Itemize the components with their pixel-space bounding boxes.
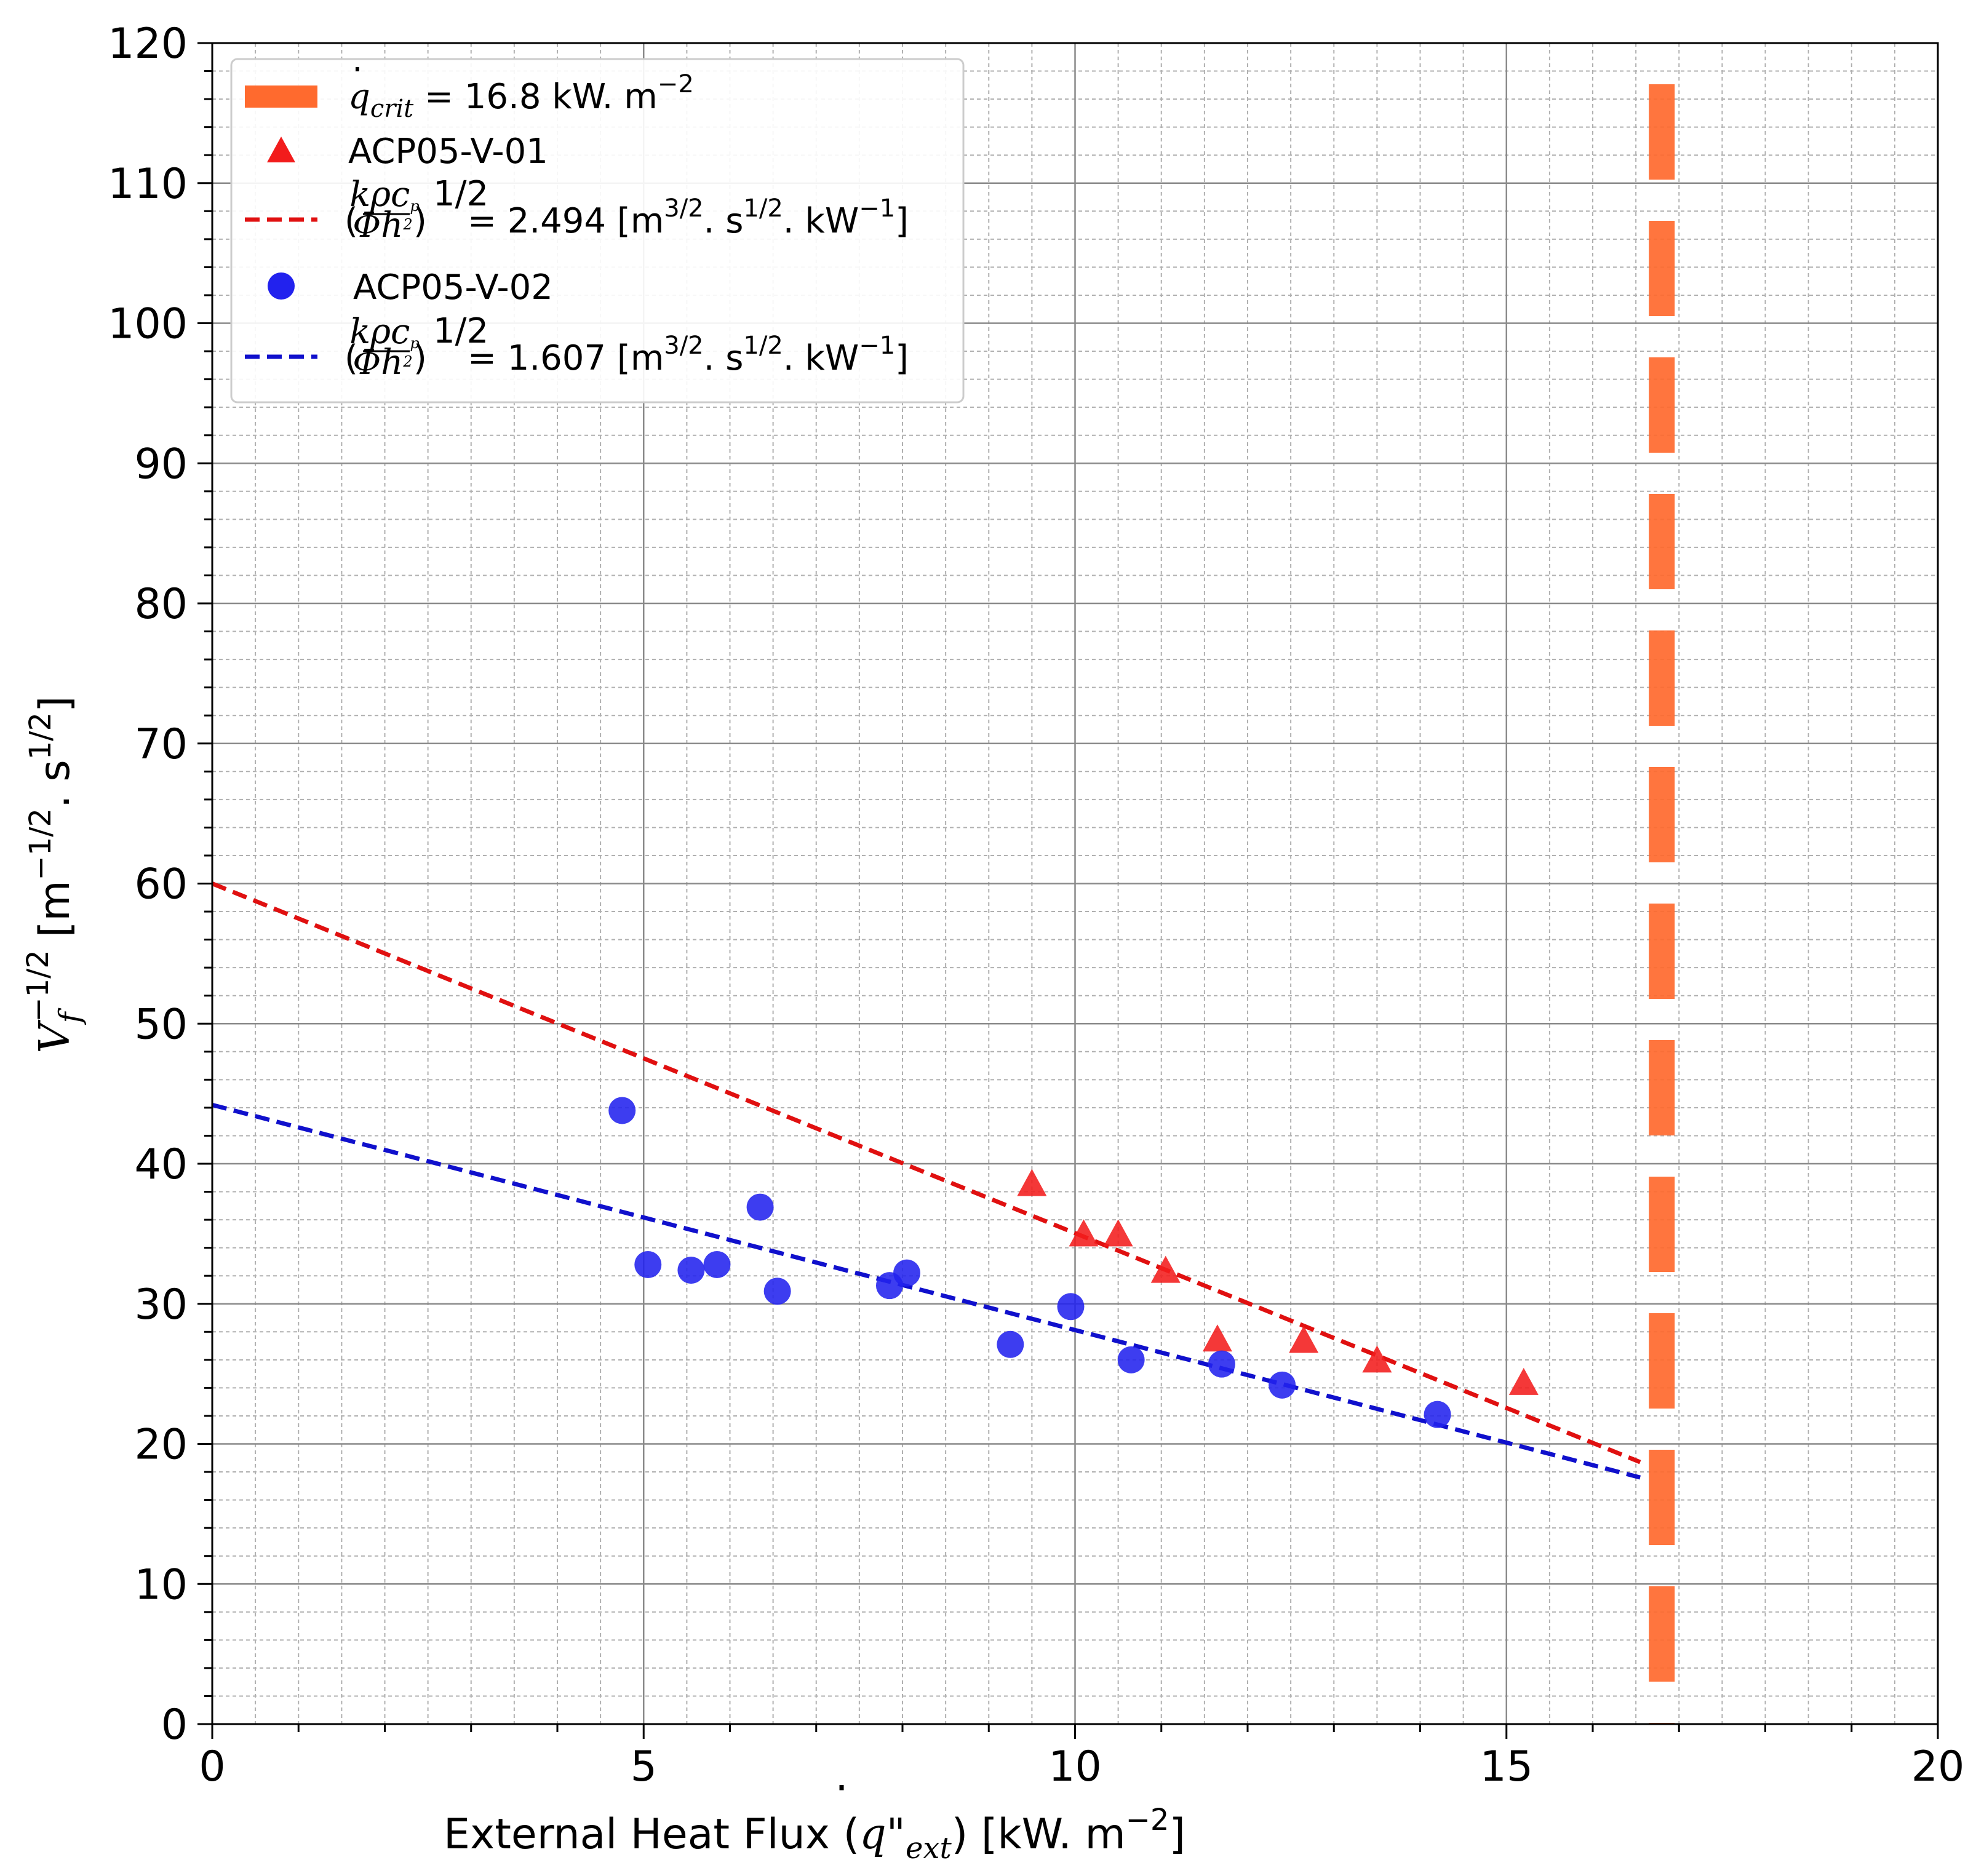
y-tick-label: 90 — [134, 440, 188, 488]
legend-circle-marker — [268, 272, 295, 300]
x-axis-title-dot: · — [835, 1764, 848, 1813]
data-point-circle — [1057, 1293, 1085, 1321]
data-point-circle — [677, 1257, 705, 1284]
y-tick-label: 20 — [134, 1421, 188, 1469]
data-point-circle — [608, 1097, 636, 1124]
legend-fit-2-exp: 1/2 — [433, 311, 488, 351]
axis-ticks: 0 5 10 15 20 0 10 20 30 40 50 60 70 80 90 100 110 120 — [108, 20, 1964, 1791]
y-tick-label: 50 — [134, 1000, 188, 1049]
legend-fit-1-paren-open: ( — [345, 201, 358, 241]
y-tick-label: 110 — [108, 160, 188, 209]
legend-entry-fit-2: ( kρcp Φh2 ) 1/2 = 1.607 [m3/2. s1/2. kW… — [245, 311, 909, 383]
data-point-circle — [997, 1330, 1024, 1358]
data-markers — [608, 1097, 1539, 1428]
y-tick-label: 60 — [134, 860, 188, 909]
y-tick-label: 0 — [161, 1701, 188, 1749]
data-point-triangle — [1202, 1324, 1232, 1352]
legend-fit-2-frac-den: Φh2 — [353, 343, 412, 383]
legend-entry-series-1: ACP05-V-01 — [267, 132, 548, 172]
legend-triangle-marker — [267, 137, 295, 162]
data-point-triangle — [1069, 1219, 1099, 1247]
data-point-circle — [746, 1193, 774, 1221]
legend-critical-flux-dot: · — [352, 50, 363, 90]
legend-series-2-label: ACP05-V-02 — [353, 268, 553, 308]
fit-lines — [211, 881, 1641, 1480]
x-tick-label: 15 — [1480, 1743, 1533, 1791]
y-axis-title: Vf−1/2[m−1/2. s1/2] — [21, 696, 87, 1053]
legend-fit-1-label: ( kρcp Φh2 ) 1/2 = 2.494 [m3/2. s1/2. kW… — [345, 174, 909, 245]
data-point-triangle — [1017, 1169, 1047, 1196]
y-tick-label: 120 — [108, 20, 188, 68]
x-tick-label: 10 — [1048, 1743, 1102, 1791]
legend-entry-critical-flux: qcrit = 16.8 kW. m−2 · — [245, 50, 694, 123]
y-tick-label: 10 — [134, 1560, 188, 1609]
fit-line-2 — [212, 1102, 1641, 1480]
data-point-circle — [634, 1250, 662, 1278]
y-tick-label: 40 — [134, 1140, 188, 1189]
legend-fit-1-value: = 2.494 [m3/2. s1/2. kW−1] — [468, 194, 909, 241]
x-tick-label: 0 — [199, 1743, 225, 1791]
data-point-triangle — [1508, 1367, 1539, 1395]
legend-fit-2-paren-close: ) — [413, 338, 427, 378]
data-point-triangle — [1289, 1326, 1319, 1353]
legend-box — [230, 58, 965, 403]
legend-fit-2-paren-open: ( — [345, 338, 358, 378]
data-point-circle — [1208, 1350, 1235, 1378]
data-point-triangle — [1362, 1345, 1392, 1373]
legend-fit-1-frac-num: kρcp — [349, 175, 420, 215]
legend-critical-flux-label: qcrit = 16.8 kW. m−2 — [348, 70, 694, 123]
data-point-triangle — [1103, 1219, 1133, 1247]
legend: qcrit = 16.8 kW. m−2 · ACP05-V-01 ( kρcp… — [230, 50, 965, 403]
legend-fit-2-label: ( kρcp Φh2 ) 1/2 = 1.607 [m3/2. s1/2. kW… — [345, 311, 909, 383]
data-point-circle — [1117, 1346, 1145, 1373]
x-tick-label: 20 — [1911, 1743, 1965, 1791]
legend-critical-flux-swatch — [245, 85, 317, 108]
legend-series-1-label: ACP05-V-01 — [348, 132, 548, 172]
y-tick-label: 30 — [134, 1281, 188, 1329]
legend-entry-series-2: ACP05-V-02 — [268, 268, 553, 308]
legend-fit-2-frac-num: kρcp — [349, 312, 420, 352]
x-tick-label: 5 — [631, 1743, 657, 1791]
data-point-circle — [703, 1250, 731, 1278]
legend-fit-1-paren-close: ) — [413, 201, 427, 241]
y-tick-label: 70 — [134, 720, 188, 769]
data-point-circle — [1424, 1401, 1451, 1428]
data-point-triangle — [1150, 1255, 1181, 1283]
y-tick-label: 80 — [134, 580, 188, 629]
fit-line-1 — [211, 881, 1641, 1465]
x-axis-title: External Heat Flux (q"ext) [kW. m−2] — [444, 1803, 1185, 1866]
legend-fit-1-exp: 1/2 — [433, 174, 488, 214]
y-tick-label: 100 — [108, 300, 188, 349]
data-point-circle — [1269, 1371, 1296, 1399]
data-point-circle — [893, 1259, 921, 1287]
legend-fit-2-value: = 1.607 [m3/2. s1/2. kW−1] — [468, 332, 909, 378]
legend-entry-fit-1: ( kρcp Φh2 ) 1/2 = 2.494 [m3/2. s1/2. kW… — [245, 174, 909, 245]
legend-fit-1-frac-den: Φh2 — [353, 205, 412, 245]
data-point-circle — [763, 1278, 791, 1305]
